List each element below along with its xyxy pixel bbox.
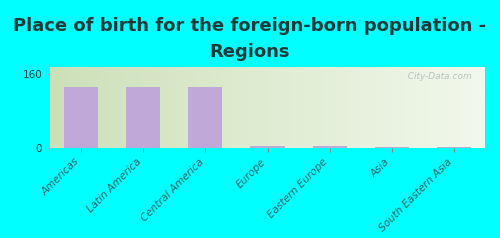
Bar bbox=[312, 146, 346, 148]
Bar bbox=[250, 146, 284, 148]
Bar bbox=[437, 147, 471, 148]
Text: Place of birth for the foreign-born population -: Place of birth for the foreign-born popu… bbox=[14, 17, 486, 35]
Bar bbox=[188, 87, 222, 148]
Text: Regions: Regions bbox=[210, 43, 290, 61]
Bar bbox=[64, 87, 98, 148]
Text: City-Data.com: City-Data.com bbox=[402, 72, 472, 81]
Bar bbox=[126, 87, 160, 148]
Bar bbox=[374, 147, 409, 148]
